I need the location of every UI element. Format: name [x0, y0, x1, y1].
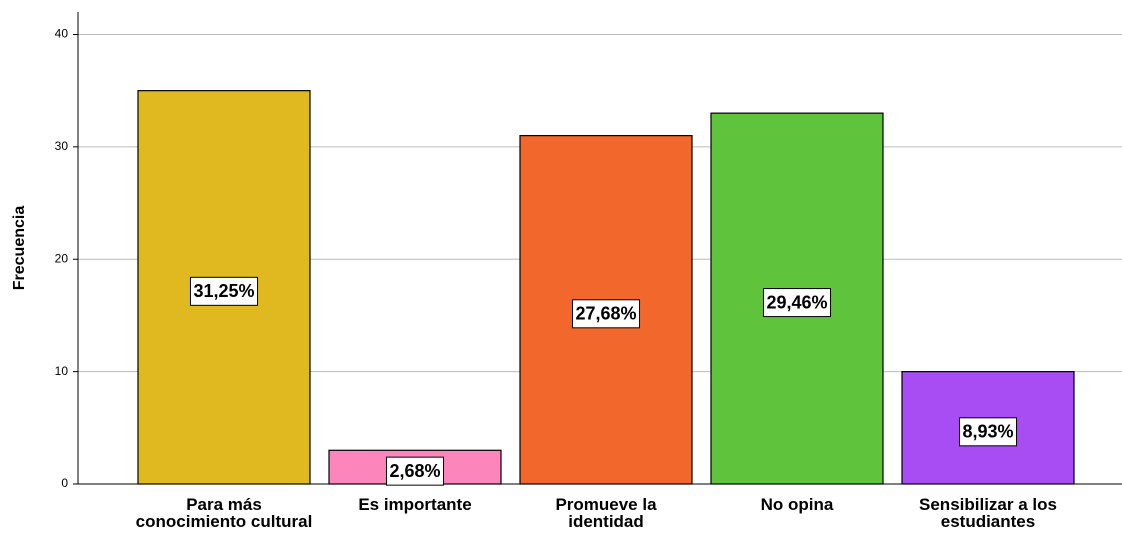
data-label: 27,68% — [575, 304, 636, 324]
y-tick-label: 30 — [55, 139, 69, 153]
data-label: 2,68% — [389, 461, 440, 481]
data-label-box — [762, 288, 832, 318]
x-tick-label: Para más conocimiento cultural — [135, 495, 313, 531]
data-label: 8,93% — [962, 422, 1013, 442]
x-tick-label: Es importante — [358, 495, 472, 514]
y-tick-label: 10 — [55, 364, 69, 378]
x-tick-label: No opina — [760, 495, 834, 514]
y-tick-label: 0 — [61, 476, 68, 490]
y-tick-label: 40 — [55, 27, 69, 41]
x-tick-label: Sensibilizar a los estudiantes — [919, 495, 1057, 531]
data-label-box — [189, 276, 259, 306]
data-label: 31,25% — [193, 281, 254, 301]
x-tick-label: Promueve la identidad — [555, 495, 657, 531]
data-label-box — [385, 456, 445, 486]
data-label-box — [571, 299, 641, 329]
y-tick-label: 20 — [55, 251, 69, 265]
data-label: 29,46% — [766, 292, 827, 312]
y-axis-label: Frecuencia — [11, 206, 28, 291]
data-label-box — [958, 417, 1018, 447]
